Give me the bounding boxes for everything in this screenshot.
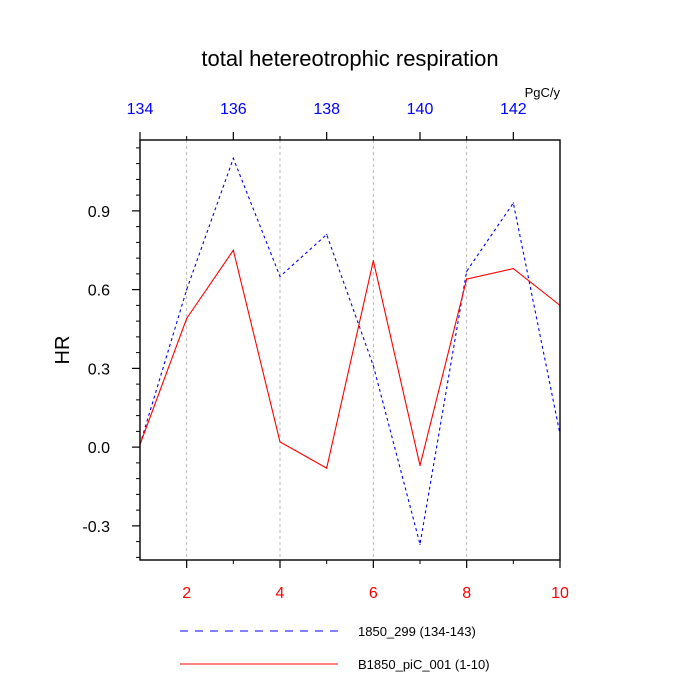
data-point [466, 278, 468, 280]
data-point [512, 268, 514, 270]
legend-label-1: 1850_299 (134-143) [358, 624, 476, 639]
series-line-1 [139, 156, 561, 545]
series-lines [139, 156, 561, 545]
x-tick-label: 6 [369, 585, 378, 602]
x-tick-label: 2 [182, 585, 191, 602]
legend: 1850_299 (134-143) B1850_piC_001 (1-10) [180, 624, 490, 672]
units-label: PgC/y [525, 85, 561, 100]
data-point [186, 317, 188, 320]
y-tick-label: 0.9 [88, 204, 110, 221]
series-line-2 [139, 248, 561, 469]
legend-label-2: B1850_piC_001 (1-10) [358, 657, 490, 672]
grid-lines [186, 140, 468, 560]
y-axis-label: HR [52, 336, 74, 365]
y-tick-label: 0.3 [88, 361, 110, 378]
x-tick-label: 4 [276, 585, 285, 602]
data-point [279, 275, 281, 278]
y-tick-label: -0.3 [82, 519, 110, 536]
axes: -0.3 0.0 0.3 0.6 0.9 2 4 6 8 10 134 136 138 140 142 [82, 101, 569, 602]
data-point [512, 202, 514, 204]
y-tick-label: 0.6 [88, 283, 110, 300]
data-point [326, 467, 328, 469]
data-point [279, 441, 281, 443]
data-point [466, 270, 468, 272]
top-tick-label: 142 [500, 101, 527, 118]
top-tick-label: 140 [407, 101, 434, 118]
data-point [326, 233, 328, 236]
plot-frame [139, 139, 561, 561]
y-tick-label: 0.0 [88, 440, 110, 457]
top-tick-label: 134 [127, 101, 154, 118]
data-point [186, 289, 188, 291]
data-point [419, 543, 421, 545]
data-point [232, 249, 234, 251]
data-point [232, 157, 234, 159]
x-tick-label: 8 [462, 585, 471, 602]
data-point [419, 464, 421, 467]
top-tick-label: 138 [313, 101, 340, 118]
chart-title: total hetereotrophic respiration [201, 46, 498, 71]
x-tick-label: 10 [551, 585, 569, 602]
top-tick-label: 136 [220, 101, 247, 118]
data-point [372, 260, 374, 262]
data-point [372, 365, 374, 367]
